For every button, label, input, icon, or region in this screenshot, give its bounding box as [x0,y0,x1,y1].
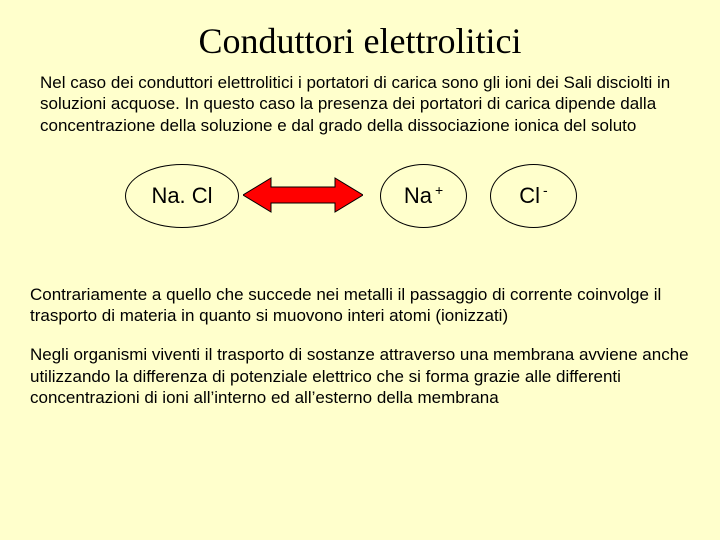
double-arrow-icon [243,174,363,216]
dissociation-diagram: Na. Cl Na+ Cl- [0,154,720,264]
nacl-label: Na. Cl [151,183,212,209]
cl-charge: - [543,182,548,198]
organisms-paragraph: Negli organismi viventi il trasporto di … [0,344,720,408]
double-arrow [243,174,363,216]
metals-contrast-paragraph: Contrariamente a quello che succede nei … [0,284,720,327]
na-label: Na [404,183,432,209]
page-title: Conduttori elettrolitici [0,0,720,72]
nacl-ellipse: Na. Cl [125,164,239,228]
na-charge: + [435,182,443,198]
cl-label: Cl [519,183,540,209]
na-ion-ellipse: Na+ [380,164,467,228]
intro-paragraph: Nel caso dei conduttori elettrolitici i … [0,72,720,136]
cl-ion-ellipse: Cl- [490,164,577,228]
